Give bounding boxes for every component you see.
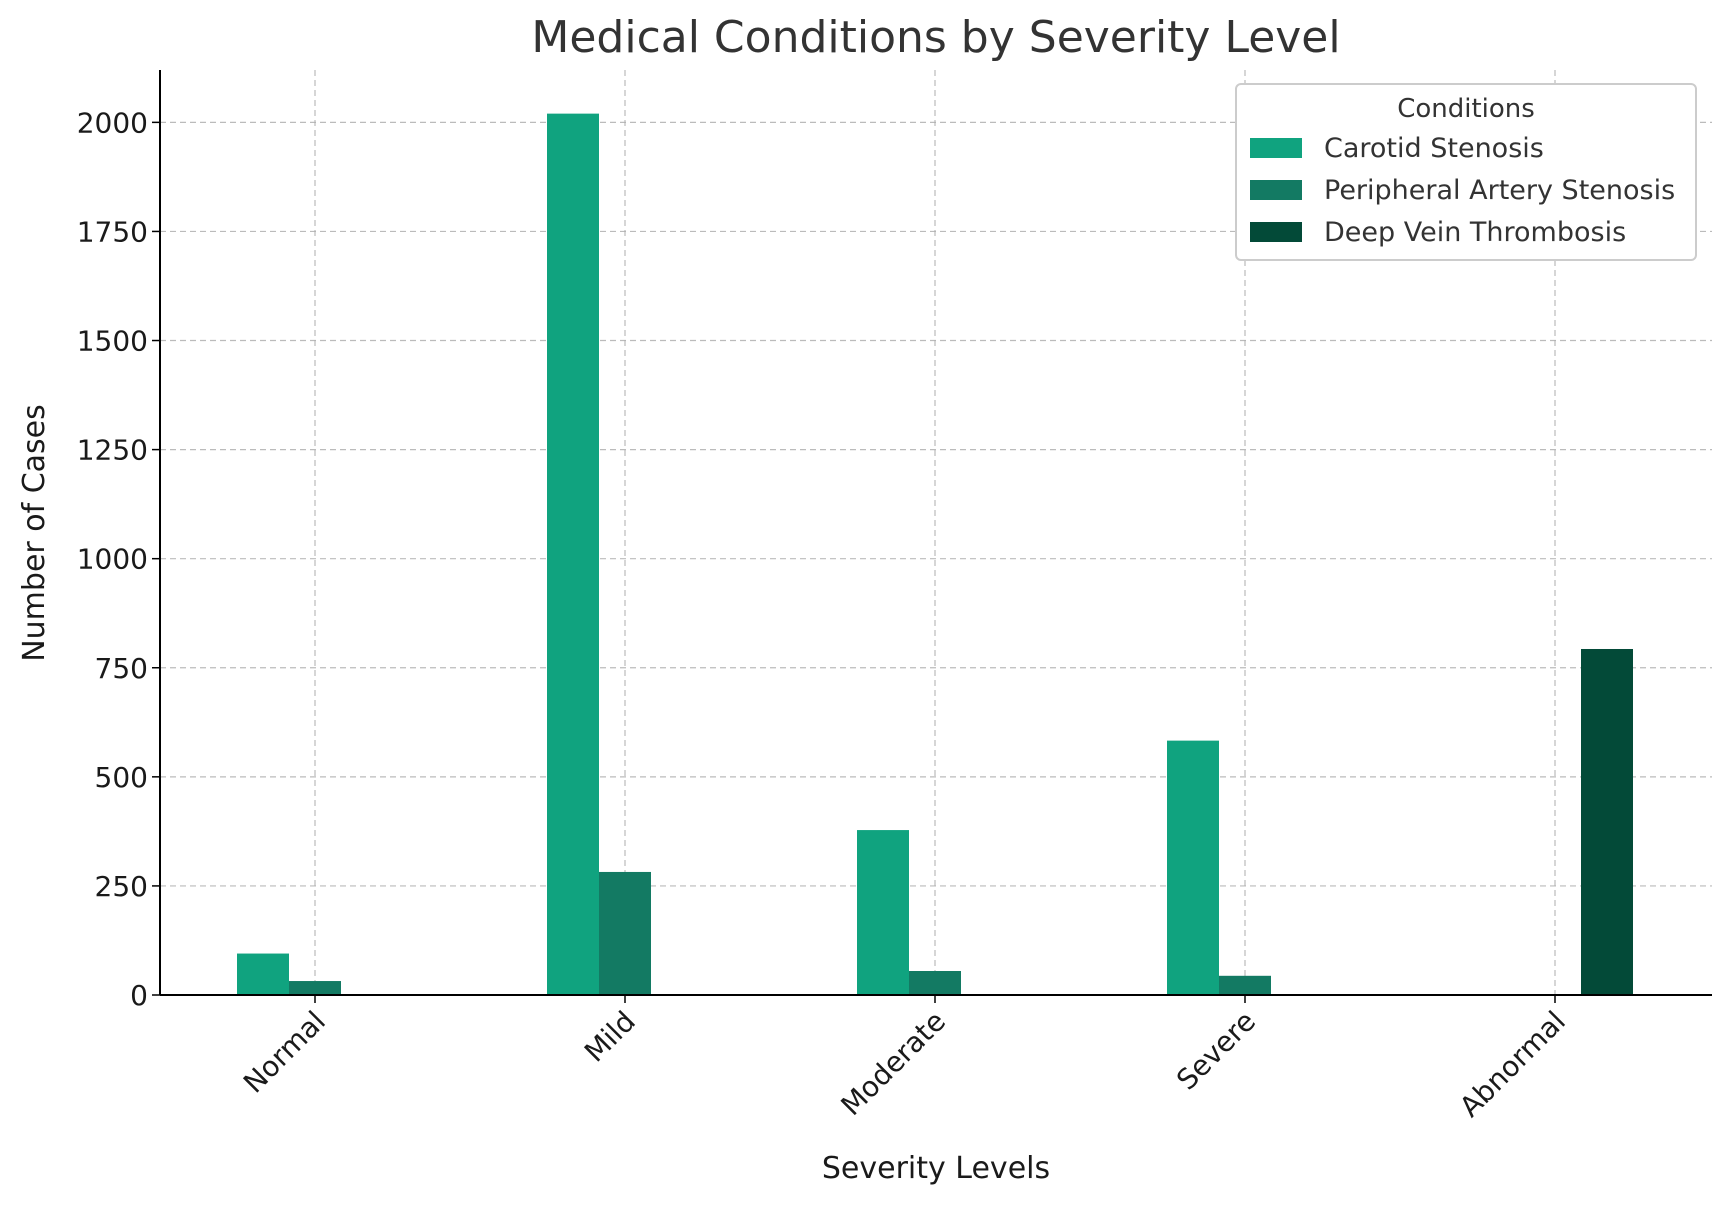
y-tick-label: 1750	[77, 215, 148, 248]
legend-swatch	[1250, 222, 1302, 242]
legend-label: Peripheral Artery Stenosis	[1324, 175, 1675, 206]
legend: Conditions Carotid Stenosis Peripheral Ar…	[1235, 83, 1697, 261]
y-tick-label: 500	[95, 761, 148, 794]
legend-swatch	[1250, 180, 1302, 200]
bar-carotid-stenosis-moderate	[857, 830, 909, 995]
legend-items: Carotid Stenosis Peripheral Artery Stenos…	[1250, 133, 1675, 248]
y-tick-label: 250	[95, 870, 148, 903]
legend-label: Deep Vein Thrombosis	[1324, 217, 1626, 248]
legend-title: Conditions	[1397, 94, 1535, 124]
y-tick-label: 1000	[77, 543, 148, 576]
chart-title: Medical Conditions by Severity Level	[531, 12, 1340, 63]
y-tick-label: 1500	[77, 325, 148, 358]
bar-carotid-stenosis-mild	[547, 113, 599, 995]
y-tick-label: 1250	[77, 434, 148, 467]
legend-swatch	[1250, 138, 1302, 158]
bar-peripheral-artery-stenosis-severe	[1219, 975, 1271, 995]
bar-peripheral-artery-stenosis-normal	[289, 981, 341, 995]
y-axis-title: Number of Cases	[17, 404, 52, 662]
x-axis-title: Severity Levels	[822, 1151, 1050, 1186]
legend-frame	[1235, 83, 1697, 261]
bar-carotid-stenosis-severe	[1167, 740, 1219, 995]
bar-carotid-stenosis-normal	[237, 953, 289, 995]
y-tick-label: 750	[95, 652, 148, 685]
y-tick-label: 2000	[77, 106, 148, 139]
legend-label: Carotid Stenosis	[1324, 133, 1544, 164]
y-tick-label: 0	[130, 979, 148, 1012]
bars	[237, 113, 1633, 995]
bar-peripheral-artery-stenosis-mild	[599, 871, 651, 995]
bar-deep-vein-thrombosis-abnormal	[1581, 648, 1633, 995]
bar-peripheral-artery-stenosis-moderate	[909, 971, 961, 995]
